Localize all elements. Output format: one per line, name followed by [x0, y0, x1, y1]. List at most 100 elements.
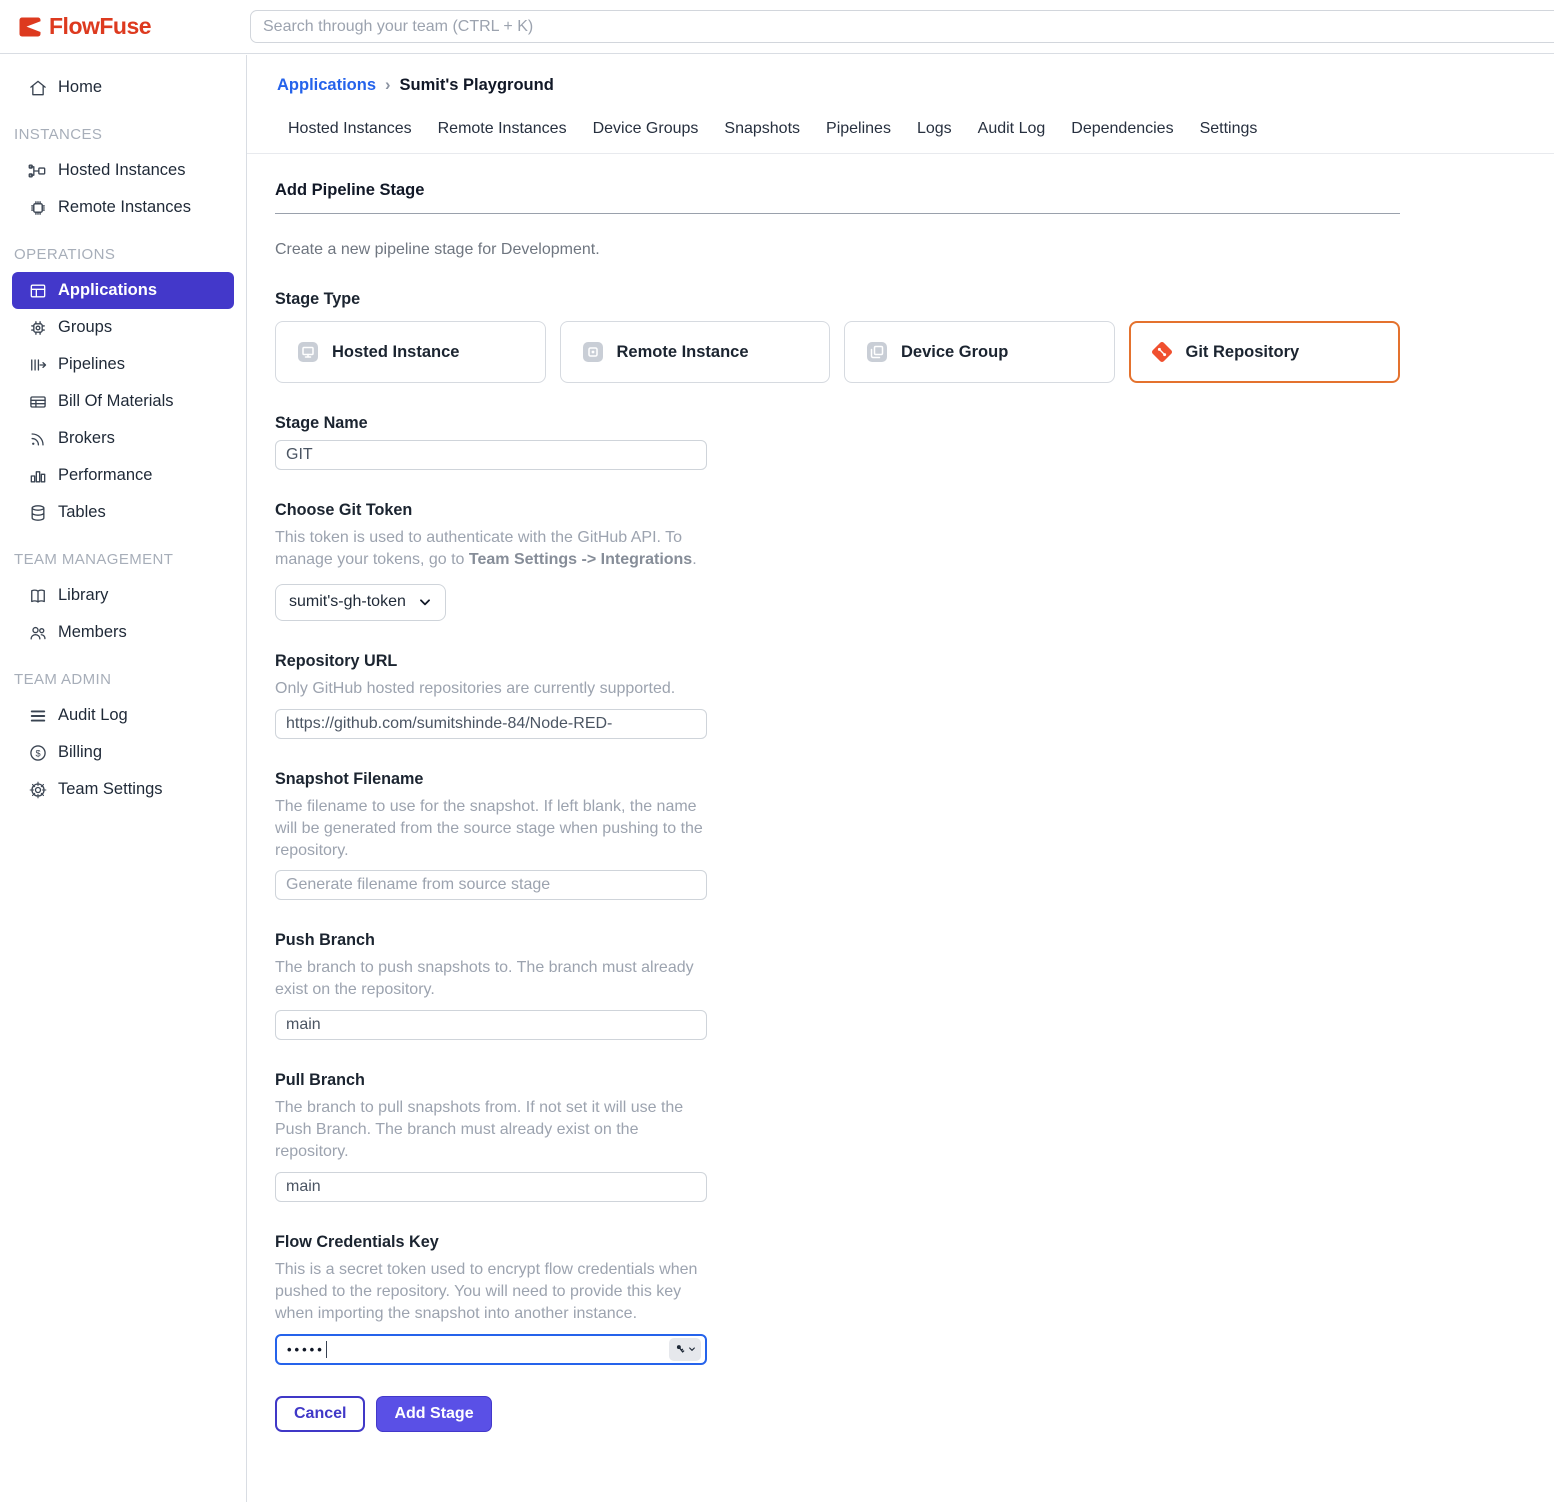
tab-settings[interactable]: Settings: [1199, 120, 1258, 137]
sidebar-item-library[interactable]: Library: [0, 577, 246, 614]
push-branch-description: The branch to push snapshots to. The bra…: [275, 959, 694, 999]
sidebar-item-members[interactable]: Members: [0, 614, 246, 651]
brokers-icon: [28, 429, 48, 449]
snapshot-filename-label: Snapshot Filename: [275, 769, 424, 788]
add-stage-button[interactable]: Add Stage: [376, 1395, 492, 1432]
stage-type-remote-instance[interactable]: Remote Instance: [559, 321, 830, 383]
chevron-down-icon: [418, 595, 432, 609]
remote-instance-icon: [581, 340, 605, 364]
stage-type-label: Stage Type: [275, 290, 361, 308]
tab-hosted-instances[interactable]: Hosted Instances: [288, 120, 412, 137]
key-icon[interactable]: [669, 1337, 701, 1361]
pull-branch-description: The branch to pull snapshots from. If no…: [275, 1099, 684, 1161]
stage-type-git-repository[interactable]: Git Repository: [1128, 321, 1400, 383]
pull-branch-input[interactable]: [275, 1171, 707, 1202]
sidebar-item-audit-log[interactable]: Audit Log: [0, 697, 246, 734]
device-group-icon: [865, 340, 889, 364]
pipelines-icon: [28, 355, 48, 375]
sidebar-item-label: Library: [58, 586, 109, 604]
stage-name-input[interactable]: [275, 440, 707, 470]
search-input[interactable]: [250, 10, 1554, 43]
breadcrumb: Applications › Sumit's Playground: [247, 54, 1554, 95]
sidebar-item-groups[interactable]: Groups: [0, 309, 246, 346]
sidebar-item-applications[interactable]: Applications: [12, 272, 234, 309]
git-token-desc-end: .: [692, 550, 697, 568]
billing-icon: $: [28, 743, 48, 763]
repo-url-input[interactable]: [275, 708, 707, 739]
stage-type-option-label: Git Repository: [1185, 342, 1300, 361]
top-bar: FlowFuse: [0, 0, 1554, 54]
push-branch-input[interactable]: [275, 1010, 707, 1041]
sidebar-section-operations: OPERATIONS: [14, 246, 116, 263]
tab-logs[interactable]: Logs: [916, 120, 952, 137]
flow-credentials-label: Flow Credentials Key: [275, 1232, 439, 1251]
sidebar-item-label: Home: [58, 78, 103, 96]
sidebar-item-label: Performance: [58, 466, 153, 484]
flowfuse-logo[interactable]: FlowFuse: [18, 13, 152, 40]
bill-of-materials-icon: [28, 392, 48, 412]
stage-type-options: Hosted Instance Remote Instance Device G…: [275, 321, 1400, 383]
sidebar-item-billing[interactable]: $ Billing: [0, 734, 246, 771]
sidebar-item-brokers[interactable]: Brokers: [0, 420, 246, 457]
applications-icon: [28, 281, 48, 301]
git-token-desc-text: This token is used to authenticate with …: [275, 529, 683, 568]
tab-pipelines[interactable]: Pipelines: [826, 120, 891, 137]
form-title: Add Pipeline Stage: [275, 181, 425, 199]
cancel-button[interactable]: Cancel: [275, 1395, 366, 1432]
sidebar-item-bill-of-materials[interactable]: Bill Of Materials: [0, 383, 246, 420]
snapshot-filename-input[interactable]: [275, 870, 707, 901]
sidebar-item-label: Groups: [58, 318, 113, 336]
tab-audit-log[interactable]: Audit Log: [977, 120, 1046, 137]
stage-type-device-group[interactable]: Device Group: [844, 321, 1115, 383]
sidebar-item-pipelines[interactable]: Pipelines: [0, 346, 246, 383]
audit-log-icon: [28, 706, 48, 726]
form-actions: Cancel Add Stage: [275, 1395, 1407, 1492]
hosted-instances-icon: [28, 161, 48, 181]
sidebar-item-label: Audit Log: [58, 706, 128, 724]
flowfuse-logo-icon: [18, 15, 42, 39]
form-divider: [275, 213, 1400, 214]
hosted-instance-icon: [296, 340, 320, 364]
library-icon: [28, 586, 48, 606]
sidebar-section-instances: INSTANCES: [14, 126, 103, 143]
sidebar-section-team-management: TEAM MANAGEMENT: [14, 551, 174, 568]
git-token-select[interactable]: sumit's-gh-token: [275, 583, 446, 621]
sidebar-item-tables[interactable]: Tables: [0, 494, 246, 531]
sidebar-item-label: Bill Of Materials: [58, 392, 174, 410]
repo-url-description: Only GitHub hosted repositories are curr…: [275, 679, 676, 697]
sidebar-item-label: Team Settings: [58, 780, 163, 798]
snapshot-filename-description: The filename to use for the snapshot. If…: [275, 797, 703, 859]
tab-device-groups[interactable]: Device Groups: [592, 120, 699, 137]
flow-credentials-input[interactable]: •••••: [275, 1333, 707, 1365]
stage-type-hosted-instance[interactable]: Hosted Instance: [275, 321, 546, 383]
push-branch-label: Push Branch: [275, 931, 375, 950]
repo-url-label: Repository URL: [275, 651, 398, 670]
members-icon: [28, 623, 48, 643]
tables-icon: [28, 503, 48, 523]
sidebar-item-home[interactable]: Home: [0, 69, 246, 106]
sidebar-item-label: Hosted Instances: [58, 161, 186, 179]
breadcrumb-applications[interactable]: Applications: [277, 76, 377, 94]
pull-branch-label: Pull Branch: [275, 1071, 365, 1090]
tab-dependencies[interactable]: Dependencies: [1071, 120, 1174, 137]
add-pipeline-stage-form: Add Pipeline Stage Create a new pipeline…: [247, 154, 1407, 1492]
brand-name: FlowFuse: [49, 13, 152, 39]
tab-bar: Hosted Instances Remote Instances Device…: [247, 95, 1554, 154]
tab-remote-instances[interactable]: Remote Instances: [437, 120, 567, 137]
sidebar-item-remote-instances[interactable]: Remote Instances: [0, 189, 246, 226]
sidebar-item-hosted-instances[interactable]: Hosted Instances: [0, 152, 246, 189]
sidebar-item-team-settings[interactable]: Team Settings: [0, 771, 246, 808]
gear-icon: [28, 780, 48, 800]
stage-type-option-label: Hosted Instance: [332, 342, 460, 361]
sidebar-item-label: Remote Instances: [58, 198, 191, 216]
groups-icon: [28, 318, 48, 338]
breadcrumb-separator-icon: ›: [385, 76, 391, 94]
stage-name-label: Stage Name: [275, 414, 368, 432]
svg-text:$: $: [35, 748, 40, 758]
sidebar: Home INSTANCES Hosted Instances Remote I…: [0, 55, 247, 1502]
tab-snapshots[interactable]: Snapshots: [724, 120, 801, 137]
sidebar-section-team-admin: TEAM ADMIN: [14, 671, 112, 688]
sidebar-item-performance[interactable]: Performance: [0, 457, 246, 494]
git-icon: [1150, 340, 1174, 364]
performance-icon: [28, 466, 48, 486]
